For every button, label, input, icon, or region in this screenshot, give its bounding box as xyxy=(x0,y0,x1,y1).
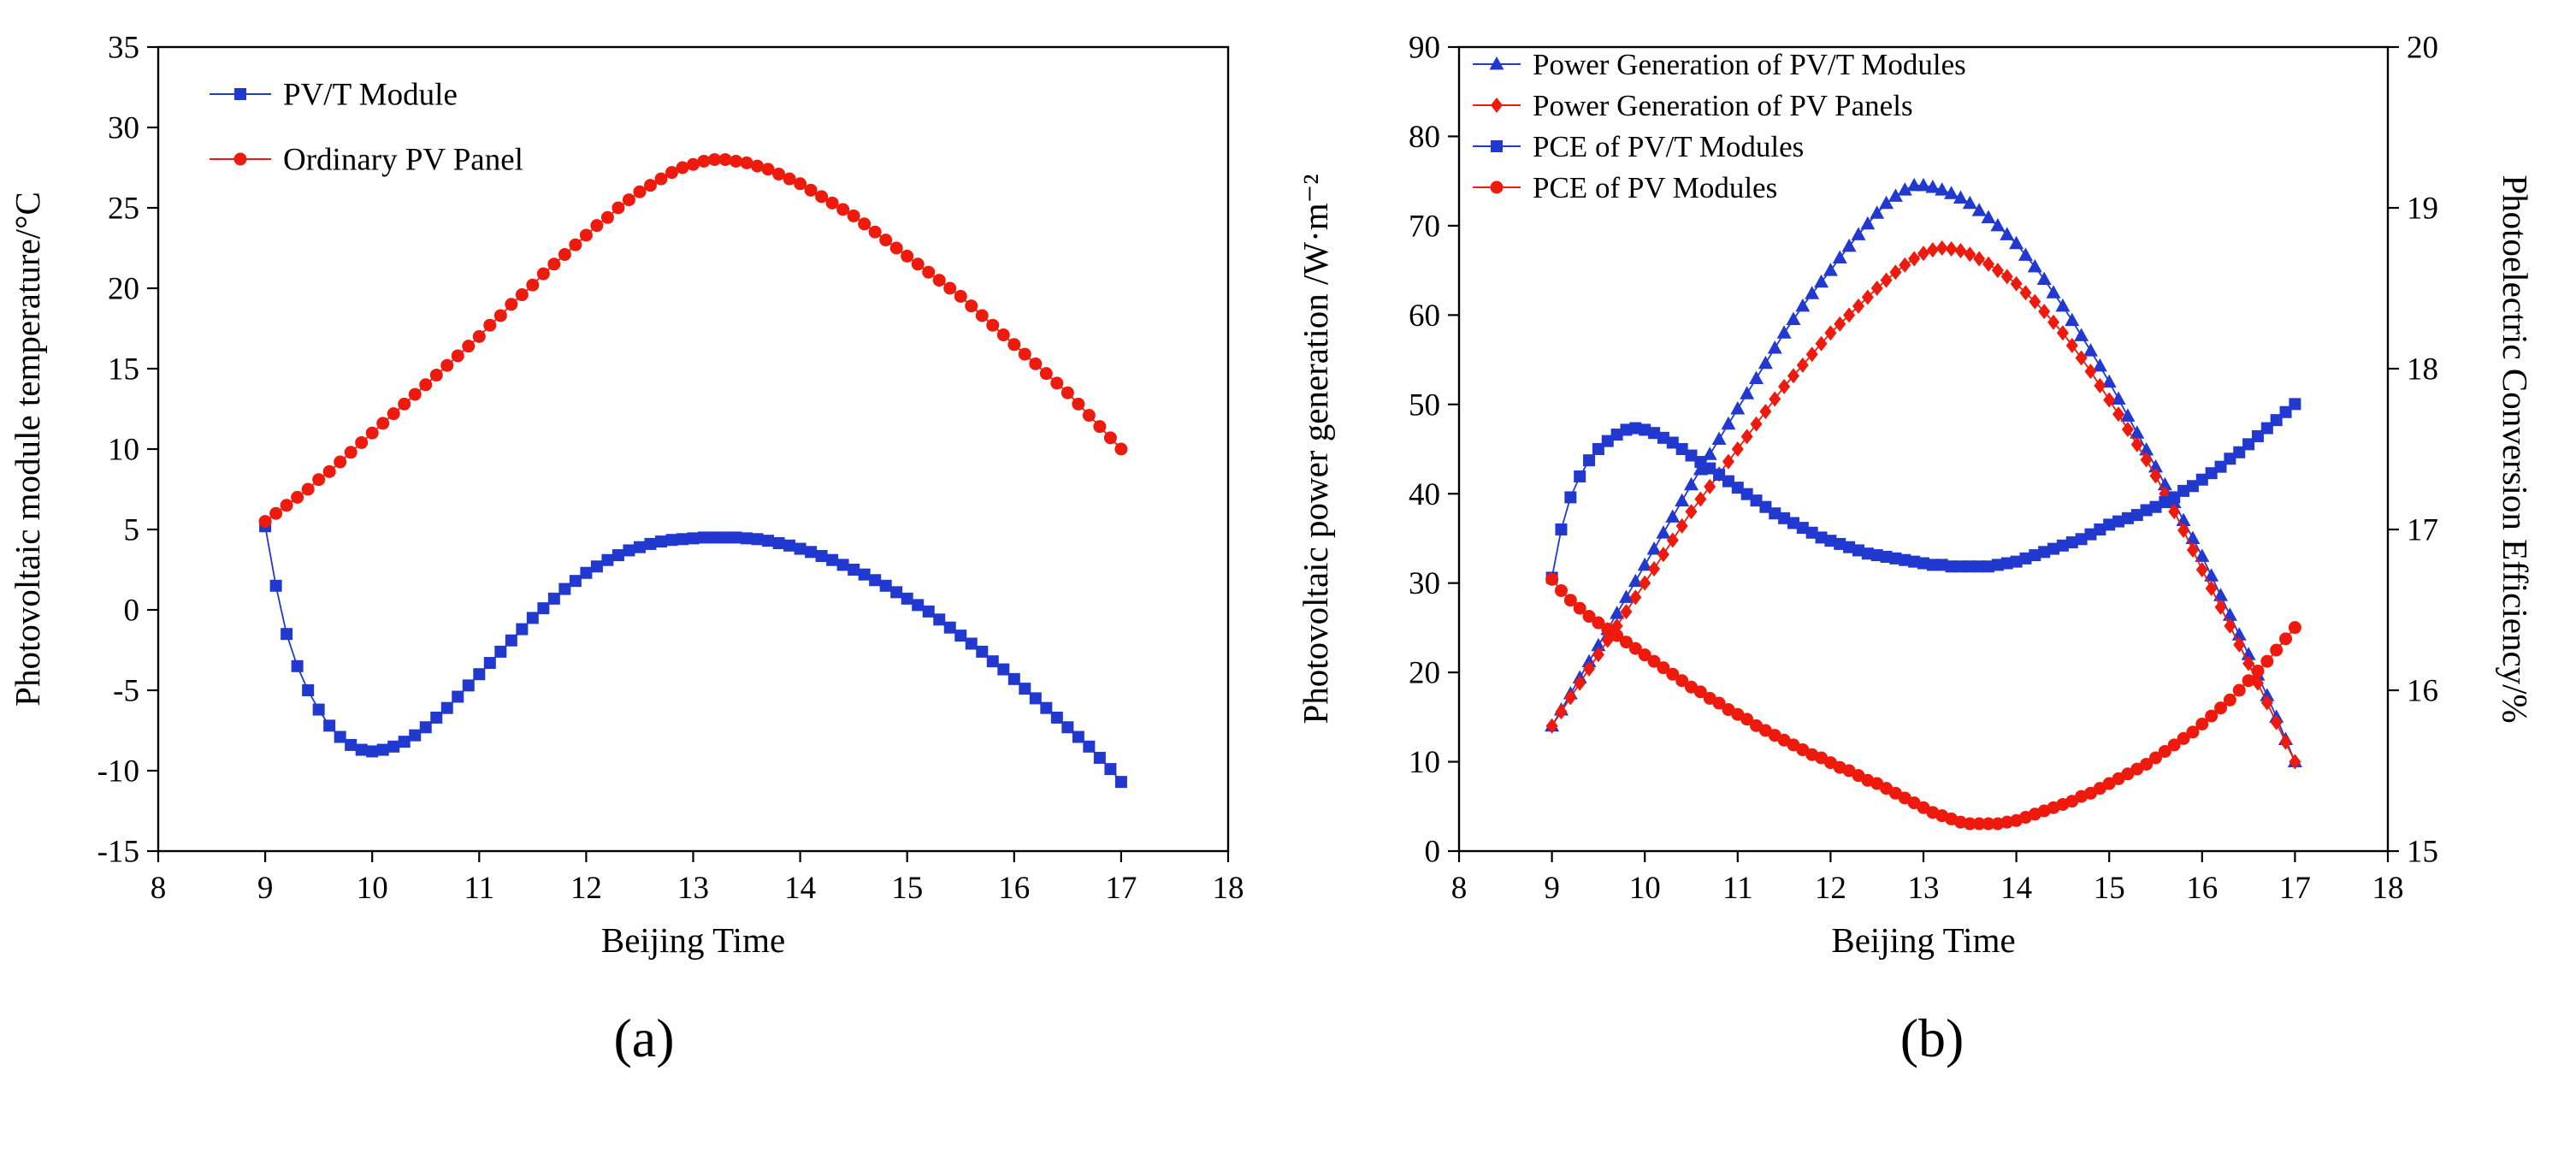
x-tick-label: 16 xyxy=(2186,871,2218,906)
legend-label: PCE of PV/T Modules xyxy=(1533,130,1804,163)
y-tick-label-left: 10 xyxy=(108,433,139,468)
series-line xyxy=(1551,247,2296,762)
y-tick-label-left: 15 xyxy=(108,352,139,387)
y-tick-label-right: 18 xyxy=(2407,352,2438,387)
y-axis-label-right: Photoelectric Conversion Efficiency/% xyxy=(2496,174,2535,723)
y-tick-label-left: 50 xyxy=(1409,387,1440,423)
y-tick-label-left: 0 xyxy=(1425,835,1441,870)
y-tick-label-left: 5 xyxy=(124,513,140,548)
chart-b-svg: 8 9 10 11 12 13 14 15 16 17 18 0 10 20 30 40 50 60 70 80 90 1… xyxy=(1296,31,2535,960)
series-power-generation-of-pv-t-modules xyxy=(1545,177,2302,768)
x-tick-label: 8 xyxy=(151,871,167,906)
x-tick-label: 12 xyxy=(570,871,602,906)
y-tick-label-right: 15 xyxy=(2407,835,2438,870)
series-line xyxy=(264,158,1122,523)
legend-label: PCE of PV Modules xyxy=(1533,171,1777,204)
x-tick-label: 10 xyxy=(357,871,388,906)
legend-label: Power Generation of PV/T Modules xyxy=(1533,48,1966,81)
figure-panel-b: 8 9 10 11 12 13 14 15 16 17 18 0 10 20 30 40 50 60 70 80 90 1… xyxy=(1288,0,2576,1171)
legend-item-ordinary-pv-panel: Ordinary PV Panel xyxy=(210,143,523,178)
legend-label: Ordinary PV Panel xyxy=(283,143,523,178)
chart-a-svg: 8 9 10 11 12 13 14 15 16 17 18 -15 -10 -5 0 5 10 15 20 25 30… xyxy=(8,31,1244,960)
legend-label: PV/T Module xyxy=(283,78,458,113)
x-tick-label: 13 xyxy=(677,871,709,906)
legend: PV/T Module Ordinary PV Panel xyxy=(210,78,523,178)
y-tick-label-left: 60 xyxy=(1409,299,1440,334)
y-tick-label-left: 40 xyxy=(1409,477,1440,512)
y-axis-label-left: Photovoltaic module temperature/°C xyxy=(8,192,47,707)
x-tick-label: 14 xyxy=(784,871,816,906)
legend-item-pv-t-module: PV/T Module xyxy=(210,78,458,113)
x-tick-label: 9 xyxy=(1544,871,1560,906)
y-tick-label-left: 30 xyxy=(1409,566,1440,601)
y-tick-label-left: -10 xyxy=(97,754,139,790)
legend-label: Power Generation of PV Panels xyxy=(1533,89,1913,122)
series-line xyxy=(1551,578,2296,825)
x-tick-label: 17 xyxy=(1105,871,1137,906)
series-power-generation-of-pv-panels xyxy=(1545,240,2301,770)
chart-a: 8 9 10 11 12 13 14 15 16 17 18 -15 -10 -5 0 5 10 15 20 25 30… xyxy=(0,9,1288,992)
x-axis-label: Beijing Time xyxy=(601,920,785,960)
legend-item-power-generation-of-pv-panels: Power Generation of PV Panels xyxy=(1473,89,1913,122)
y-tick-label-right: 16 xyxy=(2407,674,2438,709)
legend-item-pce-of-pv-t-modules: PCE of PV/T Modules xyxy=(1473,130,1804,163)
y-tick-label-left: -15 xyxy=(97,835,139,870)
x-tick-label: 18 xyxy=(2372,871,2404,906)
y-tick-label-left: 30 xyxy=(108,111,139,146)
caption-b: (b) xyxy=(1900,1008,1964,1068)
y-tick-label-left: 10 xyxy=(1409,745,1440,780)
x-tick-label: 16 xyxy=(998,871,1030,906)
series-pce-of-pv-modules xyxy=(1545,572,2301,831)
y-tick-label-left: 80 xyxy=(1409,120,1440,155)
x-tick-label: 15 xyxy=(891,871,923,906)
figure-panel-a: 8 9 10 11 12 13 14 15 16 17 18 -15 -10 -5 0 5 10 15 20 25 30… xyxy=(0,9,1288,1068)
y-tick-label-left: -5 xyxy=(113,674,139,709)
x-tick-label: 13 xyxy=(1908,871,1940,906)
x-tick-label: 17 xyxy=(2279,871,2311,906)
y-tick-label-left: 90 xyxy=(1409,31,1440,66)
caption-a: (a) xyxy=(613,1008,675,1068)
legend: Power Generation of PV/T Modules Power Ge… xyxy=(1473,48,1966,204)
y-tick-label-left: 0 xyxy=(124,594,140,629)
legend-item-power-generation-of-pv-t-modules: Power Generation of PV/T Modules xyxy=(1473,48,1966,81)
y-tick-label-right: 20 xyxy=(2407,31,2438,66)
y-tick-label-right: 19 xyxy=(2407,192,2438,227)
x-tick-label: 12 xyxy=(1815,871,1846,906)
x-axis-label: Beijing Time xyxy=(1831,920,2015,960)
x-tick-label: 9 xyxy=(257,871,274,906)
x-tick-label: 10 xyxy=(1629,871,1661,906)
x-tick-label: 11 xyxy=(1722,871,1753,906)
y-axis-label-left: Photovoltaic power generation /W·m⁻² xyxy=(1296,174,1335,724)
x-tick-label: 18 xyxy=(1213,871,1244,906)
y-tick-label-left: 20 xyxy=(108,272,139,307)
y-tick-label-left: 20 xyxy=(1409,656,1440,691)
series-pce-of-pv-t-modules xyxy=(1545,398,2301,584)
series-line xyxy=(1551,184,2296,762)
y-tick-label-left: 70 xyxy=(1409,209,1440,244)
y-tick-label-left: 35 xyxy=(108,31,139,66)
y-tick-label-right: 17 xyxy=(2407,513,2438,548)
x-tick-label: 15 xyxy=(2094,871,2125,906)
y-tick-label-left: 25 xyxy=(108,192,139,227)
chart-b: 8 9 10 11 12 13 14 15 16 17 18 0 10 20 30 40 50 60 70 80 90 1… xyxy=(1288,9,2576,992)
x-tick-label: 11 xyxy=(464,871,494,906)
x-tick-label: 8 xyxy=(1451,871,1468,906)
legend-item-pce-of-pv-modules: PCE of PV Modules xyxy=(1473,171,1777,204)
series-pv-t-module xyxy=(259,520,1127,789)
x-tick-label: 14 xyxy=(2000,871,2032,906)
series-ordinary-pv-panel xyxy=(258,153,1128,529)
